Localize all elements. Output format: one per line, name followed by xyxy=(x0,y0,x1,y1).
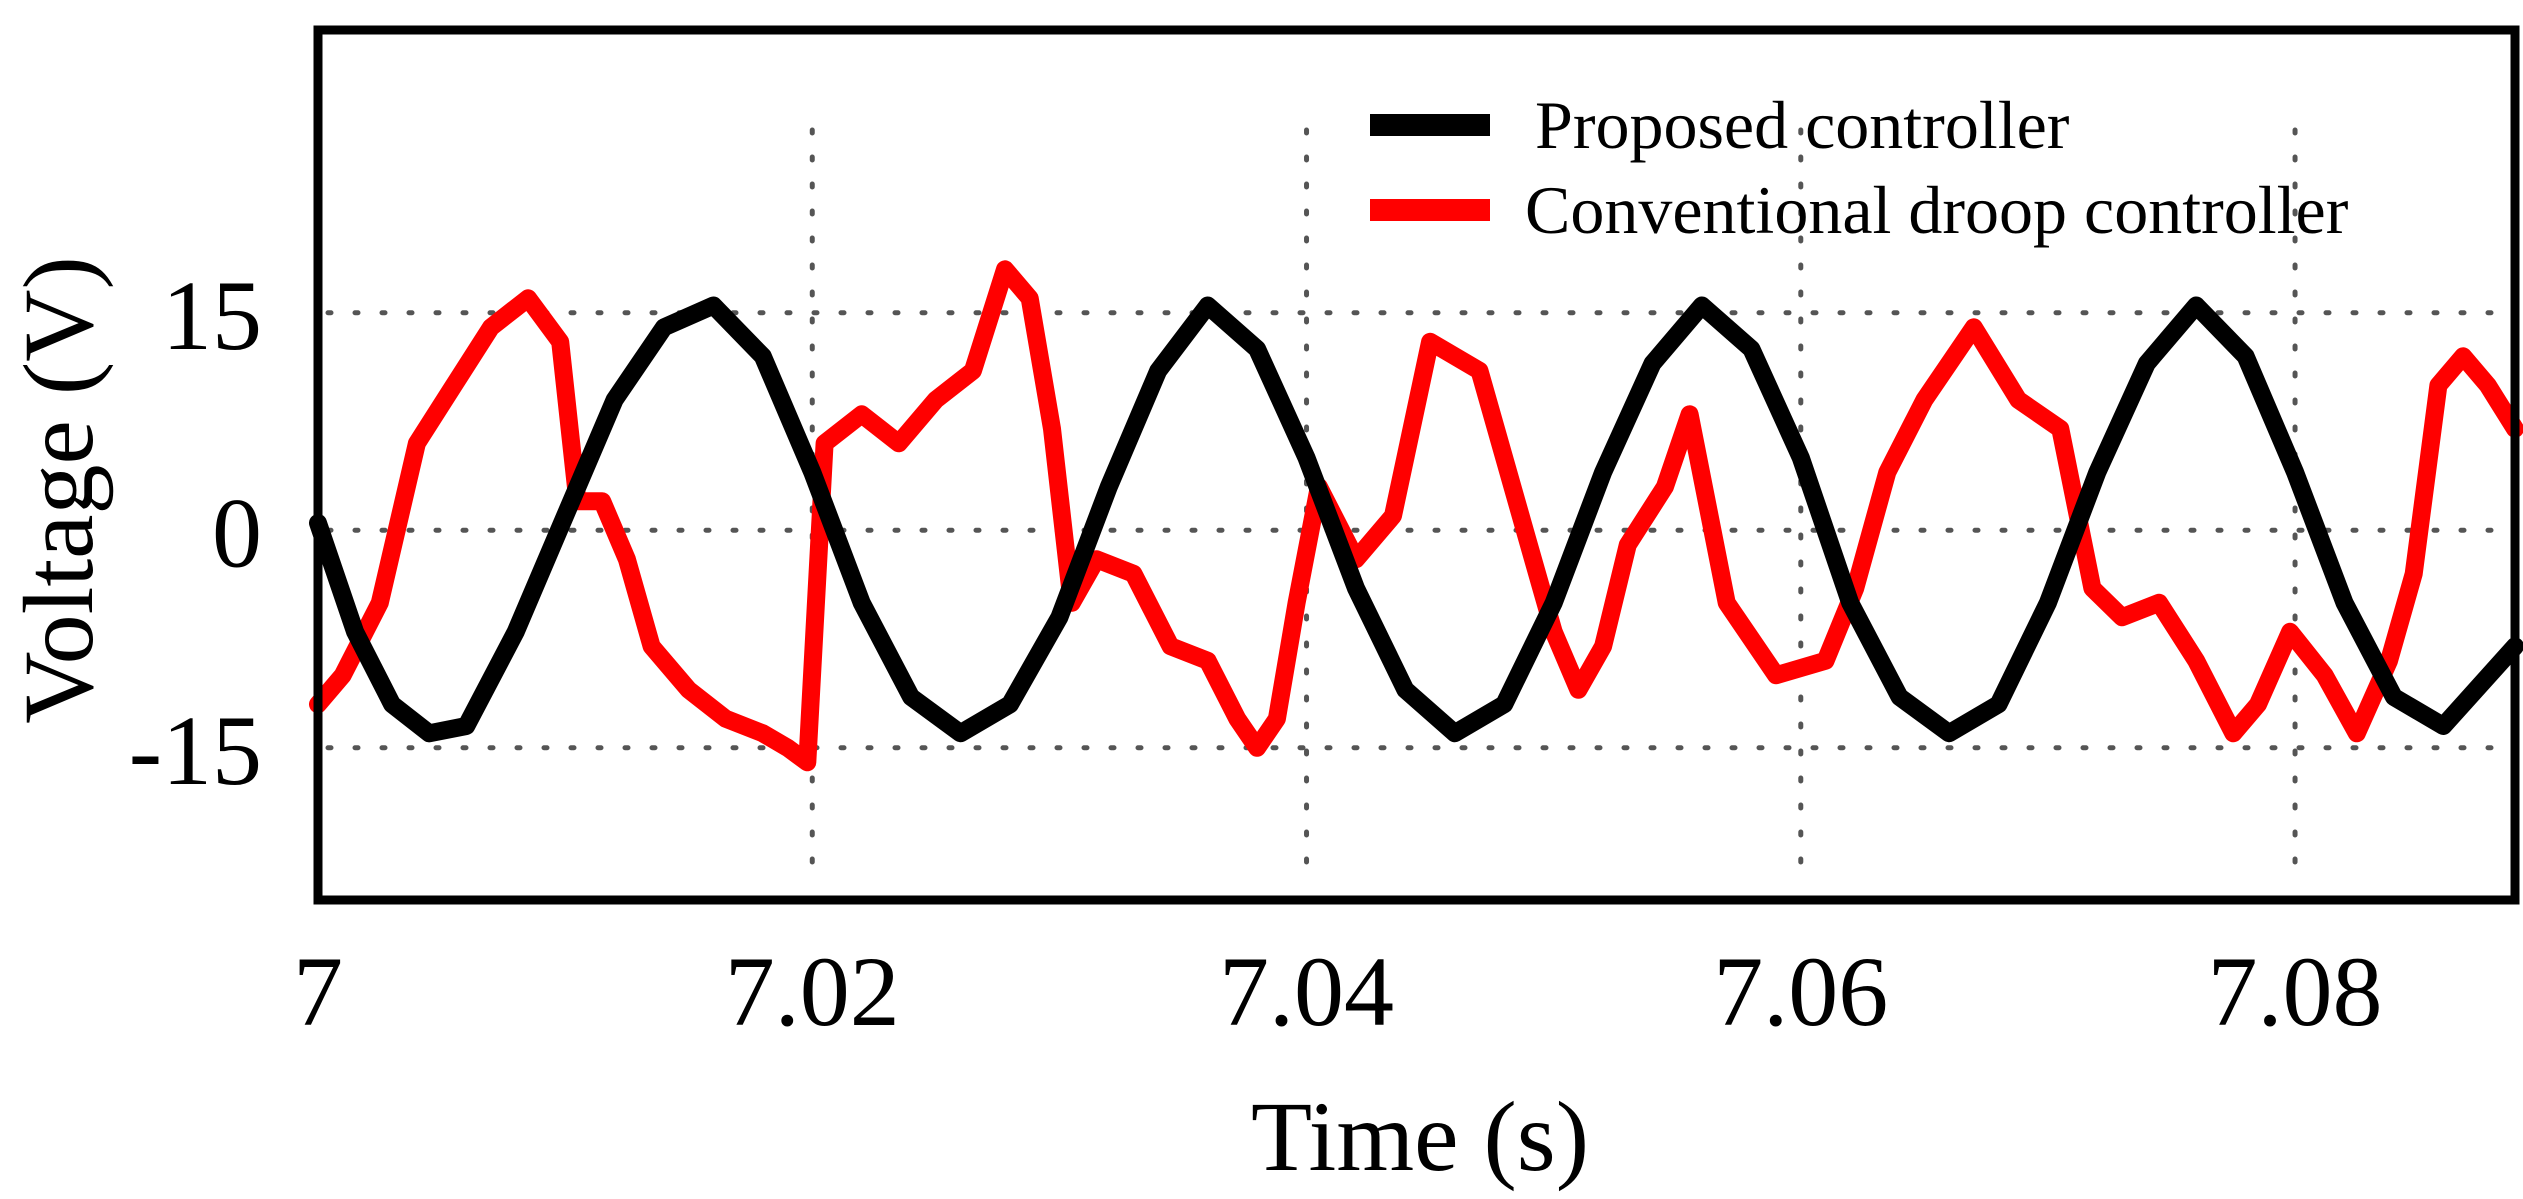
x-axis-title: Time (s) xyxy=(1251,1081,1589,1192)
x-tick-label: 7.04 xyxy=(1219,936,1394,1047)
y-tick-label: 0 xyxy=(212,477,262,588)
x-tick-label: 7.08 xyxy=(2208,936,2383,1047)
y-tick-label: -15 xyxy=(129,695,262,806)
y-axis-title: Voltage (V) xyxy=(3,256,114,723)
plot-frame xyxy=(313,25,2520,905)
plot-series xyxy=(309,260,2523,772)
y-tick-label: 15 xyxy=(162,260,262,371)
x-tick-labels: 7 7.02 7.04 7.06 7.08 xyxy=(293,936,2383,1047)
x-tick-label: 7.02 xyxy=(725,936,900,1047)
legend-label-proposed: Proposed controller xyxy=(1535,87,2070,163)
x-tick-label: 7.06 xyxy=(1713,936,1888,1047)
legend: Proposed controller Conventional droop c… xyxy=(1370,87,2349,248)
series-line-proposed xyxy=(309,296,2523,743)
x-tick-label: 7 xyxy=(293,936,343,1047)
y-tick-labels: 15 0 -15 xyxy=(129,260,262,806)
legend-label-conventional: Conventional droop controller xyxy=(1525,172,2349,248)
